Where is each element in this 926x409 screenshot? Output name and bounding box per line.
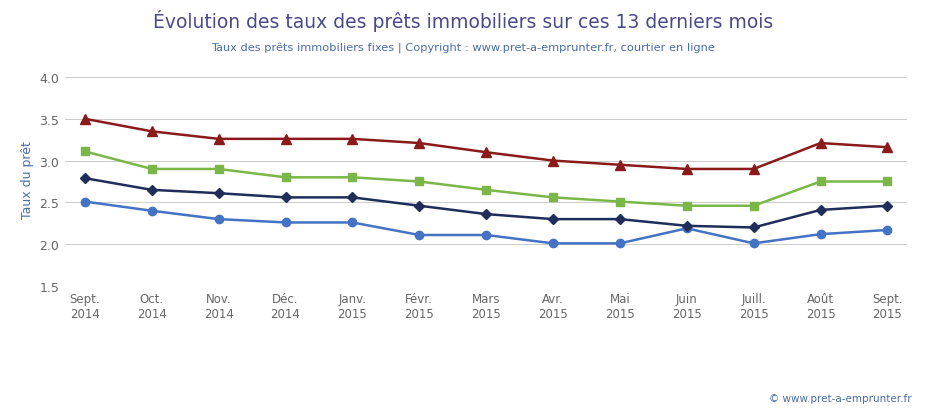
20 ans	[614, 200, 625, 204]
Text: © www.pret-a-emprunter.fr: © www.pret-a-emprunter.fr	[770, 393, 912, 403]
Text: Taux des prêts immobiliers fixes | Copyright : www.pret-a-emprunter.fr, courtier: Taux des prêts immobiliers fixes | Copyr…	[211, 43, 715, 54]
20 ans	[280, 175, 291, 180]
10 ans	[213, 217, 224, 222]
10 ans	[882, 228, 893, 233]
25 ans	[682, 167, 693, 172]
25 ans	[146, 130, 157, 135]
20 ans	[882, 180, 893, 184]
25 ans	[347, 137, 358, 142]
20 ans	[481, 188, 492, 193]
25 ans	[748, 167, 759, 172]
20 ans	[213, 167, 224, 172]
Line: 10 ans: 10 ans	[81, 198, 892, 248]
25 ans	[414, 141, 425, 146]
20 ans	[547, 196, 558, 200]
15 ans	[213, 191, 224, 196]
15 ans	[815, 208, 826, 213]
10 ans	[547, 241, 558, 246]
Text: Évolution des taux des prêts immobiliers sur ces 13 derniers mois: Évolution des taux des prêts immobiliers…	[153, 10, 773, 32]
20 ans	[146, 167, 157, 172]
10 ans	[146, 209, 157, 213]
25 ans	[547, 159, 558, 164]
25 ans	[213, 137, 224, 142]
20 ans	[80, 150, 91, 155]
20 ans	[347, 175, 358, 180]
15 ans	[614, 217, 625, 222]
15 ans	[481, 212, 492, 217]
20 ans	[815, 180, 826, 184]
10 ans	[748, 241, 759, 246]
Y-axis label: Taux du prêt: Taux du prêt	[20, 141, 34, 219]
25 ans	[80, 117, 91, 122]
Line: 20 ans: 20 ans	[81, 148, 892, 210]
25 ans	[280, 137, 291, 142]
15 ans	[146, 188, 157, 193]
20 ans	[748, 204, 759, 209]
10 ans	[414, 233, 425, 238]
25 ans	[882, 145, 893, 150]
20 ans	[682, 204, 693, 209]
10 ans	[347, 220, 358, 225]
15 ans	[347, 196, 358, 200]
10 ans	[481, 233, 492, 238]
Line: 15 ans: 15 ans	[81, 175, 891, 231]
15 ans	[280, 196, 291, 200]
15 ans	[748, 225, 759, 230]
10 ans	[280, 220, 291, 225]
15 ans	[682, 224, 693, 229]
25 ans	[815, 141, 826, 146]
10 ans	[682, 226, 693, 231]
15 ans	[547, 217, 558, 222]
25 ans	[481, 151, 492, 155]
10 ans	[614, 241, 625, 246]
15 ans	[414, 204, 425, 209]
10 ans	[80, 200, 91, 204]
15 ans	[80, 176, 91, 181]
10 ans	[815, 232, 826, 237]
20 ans	[414, 180, 425, 184]
Line: 25 ans: 25 ans	[80, 115, 893, 174]
15 ans	[882, 204, 893, 209]
25 ans	[614, 163, 625, 168]
